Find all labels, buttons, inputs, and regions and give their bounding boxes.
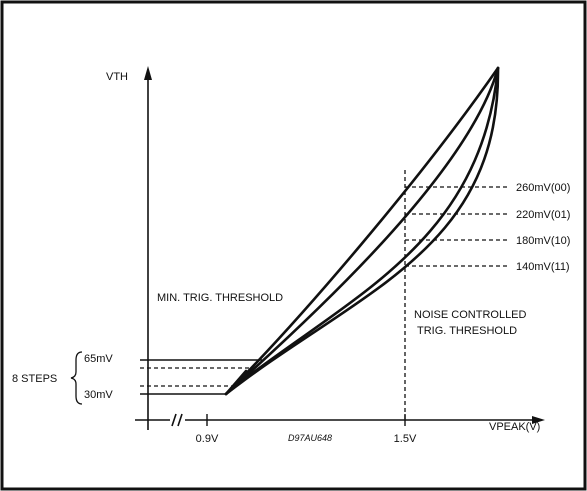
series-220mv-curve	[224, 66, 500, 396]
series-260mv-curve	[224, 66, 500, 396]
y-tick-label-30mv: 30mV	[84, 389, 113, 401]
series-140mv-curve	[224, 66, 500, 396]
y-axis-label: VTH	[106, 71, 128, 83]
series-label-180mv: 180mV(10)	[516, 235, 570, 247]
x-axis-arrow	[532, 416, 545, 424]
noise-annotation-line1: NOISE CONTROLLED	[414, 309, 527, 321]
series-label-260mv: 260mV(00)	[516, 182, 570, 194]
series-label-220mv: 220mV(01)	[516, 209, 570, 221]
y-axis-arrow	[144, 66, 152, 80]
curve-start-segment	[224, 369, 248, 396]
axis-break-2	[177, 413, 183, 427]
figure-code: D97AU648	[288, 433, 332, 443]
min-threshold-annotation: MIN. TRIG. THRESHOLD	[157, 292, 283, 304]
x-axis-label: VPEAK(V)	[489, 421, 540, 433]
x-tick-label-0-9: 0.9V	[196, 433, 219, 445]
noise-annotation-line2: TRIG. THRESHOLD	[417, 325, 517, 337]
steps-label: 8 STEPS	[12, 373, 57, 385]
steps-brace	[70, 351, 83, 405]
y-tick-label-65mv: 65mV	[84, 353, 113, 365]
series-180mv-curve	[224, 66, 500, 396]
series-label-140mv: 140mV(11)	[516, 261, 570, 273]
x-tick-label-1-5: 1.5V	[394, 433, 417, 445]
axis-break-1	[171, 413, 177, 427]
